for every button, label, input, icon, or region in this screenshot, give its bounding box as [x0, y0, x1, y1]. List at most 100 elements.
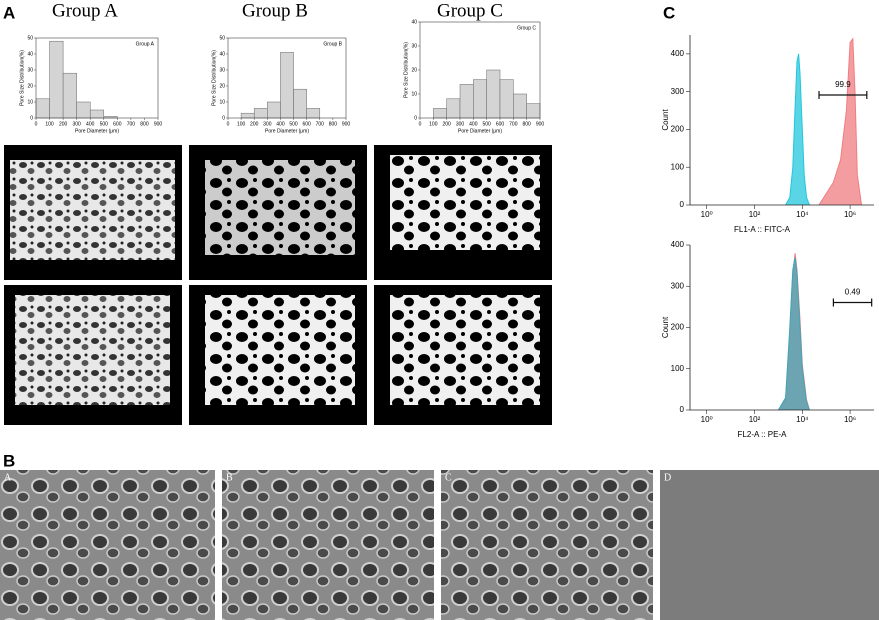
- y-tick-label: 20: [411, 67, 417, 73]
- x-tick-label: 10⁶: [844, 210, 856, 219]
- y-tick-label: 20: [27, 83, 33, 89]
- bar: [280, 52, 294, 119]
- y-tick-label: 100: [671, 162, 685, 171]
- bar: [306, 108, 321, 119]
- x-tick-label: 800: [522, 121, 531, 127]
- sem-label: D: [664, 472, 671, 483]
- x-axis-label: Pore Diameter (μm): [75, 128, 119, 134]
- bar: [486, 69, 501, 119]
- x-tick-label: 10²: [749, 415, 761, 424]
- y-axis-label: Pore Size Distribution(%): [211, 50, 217, 106]
- y-tick-label: 200: [671, 323, 685, 332]
- y-tick-label: 0: [414, 115, 417, 121]
- bar: [526, 103, 541, 119]
- x-tick-label: 10⁰: [701, 210, 713, 219]
- y-tick-label: 10: [411, 91, 417, 97]
- bar: [267, 101, 281, 119]
- y-tick-label: 10: [27, 99, 33, 105]
- x-tick-label: 10⁰: [701, 415, 713, 424]
- bar: [76, 101, 91, 119]
- x-tick-label: 500: [482, 121, 491, 127]
- y-tick-label: 50: [219, 35, 225, 41]
- y-tick-label: 400: [671, 240, 685, 249]
- gate: [832, 298, 873, 307]
- x-tick-label: 300: [263, 121, 272, 127]
- plot-label: Group C: [517, 25, 536, 31]
- histogram-area: [777, 257, 810, 411]
- y-tick-label: 30: [219, 67, 225, 73]
- bar: [446, 98, 461, 119]
- panel-label: B: [3, 451, 15, 470]
- plot-frame: [35, 37, 159, 119]
- x-tick-label: 700: [316, 121, 325, 127]
- gate-label: 99.9: [835, 80, 851, 89]
- x-tick-label: 10²: [749, 210, 761, 219]
- plot-label: Group A: [136, 41, 155, 47]
- y-axis-label: Count: [661, 316, 670, 338]
- y-tick-label: 400: [671, 49, 685, 58]
- plot-label: Group B: [323, 41, 342, 47]
- group-title: Group A: [52, 0, 118, 21]
- x-tick-label: 700: [127, 121, 136, 127]
- y-tick-label: 0: [680, 200, 685, 209]
- y-tick-label: 30: [411, 43, 417, 49]
- axes: [689, 245, 874, 411]
- group-title: Group B: [242, 0, 308, 21]
- x-axis-label: Pore Diameter (μm): [265, 128, 309, 134]
- y-tick-label: 30: [27, 67, 33, 73]
- y-tick-label: 20: [219, 83, 225, 89]
- y-tick-label: 0: [680, 405, 685, 414]
- y-tick-label: 300: [671, 281, 685, 290]
- x-tick-label: 800: [140, 121, 149, 127]
- bar: [293, 88, 307, 119]
- bar: [459, 84, 474, 119]
- bar: [49, 40, 64, 119]
- bar: [433, 108, 447, 119]
- y-tick-label: 50: [27, 35, 33, 41]
- panel-label: C: [663, 3, 675, 22]
- x-tick-label: 300: [456, 121, 465, 127]
- gate: [818, 91, 868, 99]
- bar: [240, 112, 255, 119]
- x-tick-label: 400: [469, 121, 478, 127]
- y-axis-label: Count: [661, 109, 670, 131]
- bar: [473, 79, 487, 119]
- x-tick-label: 500: [289, 121, 298, 127]
- x-tick-label: 400: [86, 121, 95, 127]
- x-tick-label: 10⁴: [796, 210, 809, 219]
- x-tick-label: 100: [429, 121, 438, 127]
- y-tick-label: 0: [222, 115, 225, 121]
- bar: [513, 93, 527, 119]
- y-tick-label: 300: [671, 87, 685, 96]
- sem-label: C: [445, 472, 452, 483]
- x-tick-label: 900: [536, 121, 545, 127]
- bar: [62, 72, 77, 119]
- x-tick-label: 0: [227, 121, 230, 127]
- x-tick-label: 100: [45, 121, 54, 127]
- y-tick-label: 40: [219, 51, 225, 57]
- histogram-area: [785, 53, 810, 206]
- sem-label: B: [226, 472, 233, 483]
- x-tick-label: 200: [250, 121, 259, 127]
- x-tick-label: 600: [302, 121, 311, 127]
- bar: [89, 109, 105, 119]
- y-tick-label: 40: [411, 19, 417, 25]
- plot-frame: [227, 37, 347, 119]
- histogram-area: [818, 37, 862, 206]
- bar: [499, 79, 514, 119]
- x-tick-label: 600: [496, 121, 505, 127]
- x-tick-label: 200: [59, 121, 68, 127]
- x-tick-label: 900: [154, 121, 163, 127]
- x-tick-label: 600: [113, 121, 122, 127]
- y-tick-label: 100: [671, 364, 685, 373]
- y-tick-label: 200: [671, 125, 685, 134]
- group-title: Group C: [437, 0, 503, 21]
- x-tick-label: 200: [442, 121, 451, 127]
- x-tick-label: 300: [72, 121, 81, 127]
- y-tick-label: 0: [30, 115, 33, 121]
- sem-label: A: [4, 472, 12, 483]
- y-tick-label: 10: [219, 99, 225, 105]
- x-axis-label: FL2-A :: PE-A: [738, 430, 788, 439]
